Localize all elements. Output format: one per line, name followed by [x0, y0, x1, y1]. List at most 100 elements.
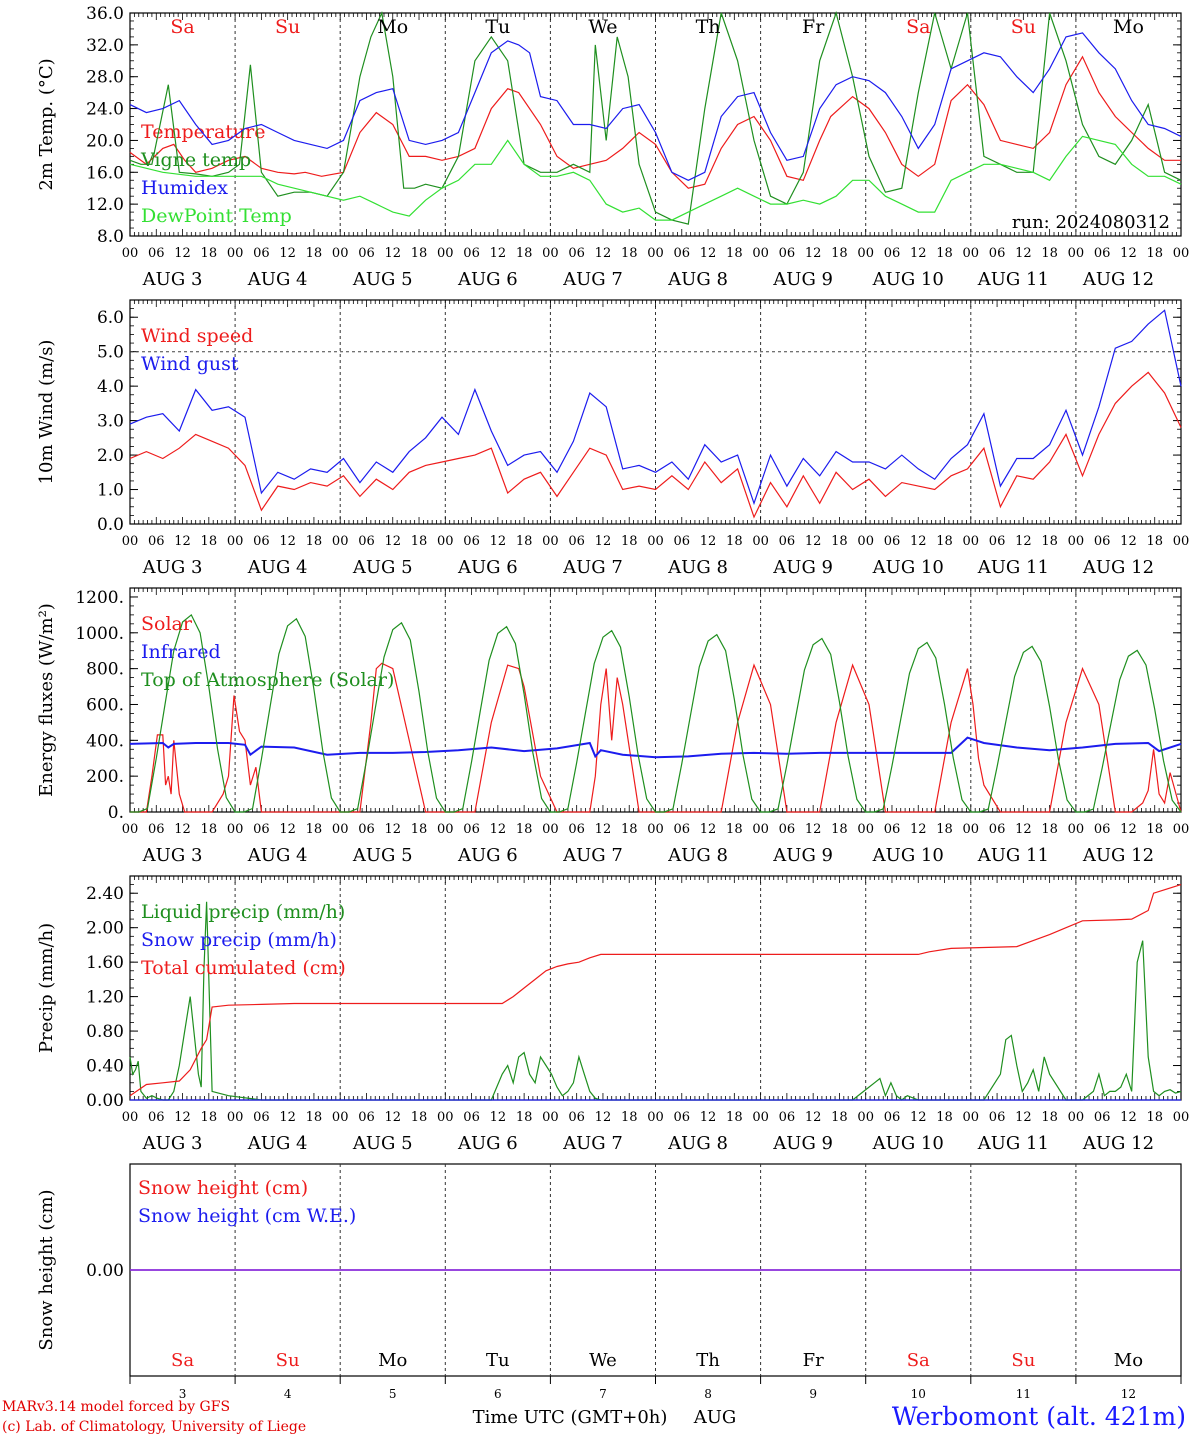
y-tick-label: 20.0	[86, 131, 124, 151]
day-name-bottom: Tu	[486, 1350, 510, 1371]
y-tick-label: 0.00	[86, 1091, 124, 1111]
hour-tick-label: 18	[726, 534, 743, 549]
hour-tick-label: 00	[122, 1110, 139, 1125]
day-name-bottom: Sa	[171, 1350, 194, 1371]
hour-tick-label: 12	[490, 534, 507, 549]
hour-tick-label: 18	[201, 822, 218, 837]
day-name: Sa	[170, 16, 194, 38]
y-tick-label: 2.0	[97, 446, 124, 466]
y-tick-label: 0.40	[86, 1057, 124, 1077]
day-number: 3	[179, 1387, 187, 1401]
hour-tick-label: 06	[989, 822, 1006, 837]
day-name: Sa	[906, 16, 930, 38]
hour-tick-label: 12	[279, 246, 296, 261]
y-tick-label: 0.00	[86, 1261, 124, 1281]
series-line-dewpoint-temp	[129, 135, 1182, 221]
hour-tick-label: 06	[148, 822, 165, 837]
hour-tick-label: 18	[831, 246, 848, 261]
date-label: AUG 9	[772, 557, 833, 578]
hour-tick-label: 18	[1041, 246, 1058, 261]
hour-tick-label: 18	[726, 246, 743, 261]
y-tick-label: 1000.	[75, 624, 124, 644]
hour-tick-label: 00	[437, 246, 454, 261]
hour-tick-label: 00	[647, 534, 664, 549]
hour-tick-label: 12	[805, 534, 822, 549]
hour-tick-label: 06	[568, 534, 585, 549]
date-label: AUG 5	[352, 557, 413, 578]
x-axis-title: Time UTC (GMT+0h)	[473, 1407, 668, 1428]
day-name: Fr	[802, 16, 825, 38]
hour-tick-label: 18	[1146, 246, 1163, 261]
y-tick-label: 800.	[86, 660, 124, 680]
hour-tick-label: 12	[1120, 1110, 1137, 1125]
y-tick-label: 2.40	[86, 884, 124, 904]
hour-tick-label: 12	[279, 534, 296, 549]
hour-tick-label: 06	[463, 1110, 480, 1125]
hour-tick-label: 18	[516, 534, 533, 549]
day-name-bottom: Mo	[1114, 1350, 1143, 1371]
hour-tick-label: 00	[1068, 822, 1085, 837]
y-axis-label: Snow height (cm)	[36, 1189, 57, 1350]
credit-model: MARv3.14 model forced by GFS	[2, 1399, 231, 1415]
hour-tick-label: 06	[884, 246, 901, 261]
series-line-wind-gust	[129, 309, 1182, 506]
date-label: AUG 9	[772, 269, 833, 290]
hour-tick-label: 00	[542, 246, 559, 261]
date-label: AUG 11	[977, 1133, 1049, 1154]
hour-tick-label: 06	[1094, 246, 1111, 261]
legend-entry: Humidex	[141, 177, 228, 199]
hour-tick-label: 12	[174, 822, 191, 837]
hour-tick-label: 00	[857, 246, 874, 261]
hour-tick-label: 12	[595, 822, 612, 837]
hour-tick-label: 00	[542, 1110, 559, 1125]
hour-tick-label: 12	[384, 1110, 401, 1125]
date-label: AUG 10	[872, 1133, 944, 1154]
day-name: We	[588, 16, 617, 38]
day-name-bottom: Th	[696, 1350, 720, 1371]
legend-entry: Snow height (cm)	[138, 1177, 308, 1199]
hour-tick-label: 18	[726, 1110, 743, 1125]
hour-tick-label: 18	[306, 534, 323, 549]
date-label: AUG 12	[1082, 557, 1154, 578]
hour-tick-label: 06	[568, 1110, 585, 1125]
hour-tick-label: 18	[516, 246, 533, 261]
hour-tick-label: 12	[805, 1110, 822, 1125]
legend-entry: Wind speed	[141, 325, 253, 347]
hour-tick-label: 12	[490, 246, 507, 261]
hour-tick-label: 12	[279, 822, 296, 837]
day-name: Th	[696, 16, 721, 38]
hour-tick-label: 06	[884, 822, 901, 837]
day-number: 11	[1016, 1387, 1031, 1401]
hour-tick-label: 00	[332, 246, 349, 261]
hour-tick-label: 00	[647, 246, 664, 261]
date-label: AUG 12	[1082, 269, 1154, 290]
hour-tick-label: 00	[963, 246, 980, 261]
day-number: 4	[284, 1387, 292, 1401]
day-number: 8	[704, 1387, 712, 1401]
hour-tick-label: 18	[936, 246, 953, 261]
hour-tick-label: 00	[857, 534, 874, 549]
y-tick-label: 0.80	[86, 1022, 124, 1042]
legend-entry: DewPoint Temp	[141, 205, 292, 227]
y-tick-label: 6.0	[97, 308, 124, 328]
hour-tick-label: 06	[253, 246, 270, 261]
hour-tick-label: 18	[1041, 534, 1058, 549]
date-label: AUG 8	[667, 557, 728, 578]
hour-tick-label: 12	[1015, 246, 1032, 261]
hour-tick-label: 06	[779, 246, 796, 261]
date-label: AUG 5	[352, 845, 413, 866]
hour-tick-label: 18	[201, 246, 218, 261]
day-name-bottom: We	[589, 1350, 617, 1371]
hour-tick-label: 18	[1041, 1110, 1058, 1125]
y-tick-label: 4.0	[97, 377, 124, 397]
hour-tick-label: 00	[332, 822, 349, 837]
hour-tick-label: 18	[306, 246, 323, 261]
hour-tick-label: 00	[1173, 246, 1190, 261]
date-label: AUG 10	[872, 557, 944, 578]
date-label: AUG 7	[562, 557, 623, 578]
hour-tick-label: 00	[437, 1110, 454, 1125]
panel-frame	[129, 12, 1182, 237]
hour-tick-label: 00	[1173, 822, 1190, 837]
hour-tick-label: 06	[674, 822, 691, 837]
hour-tick-label: 00	[647, 1110, 664, 1125]
